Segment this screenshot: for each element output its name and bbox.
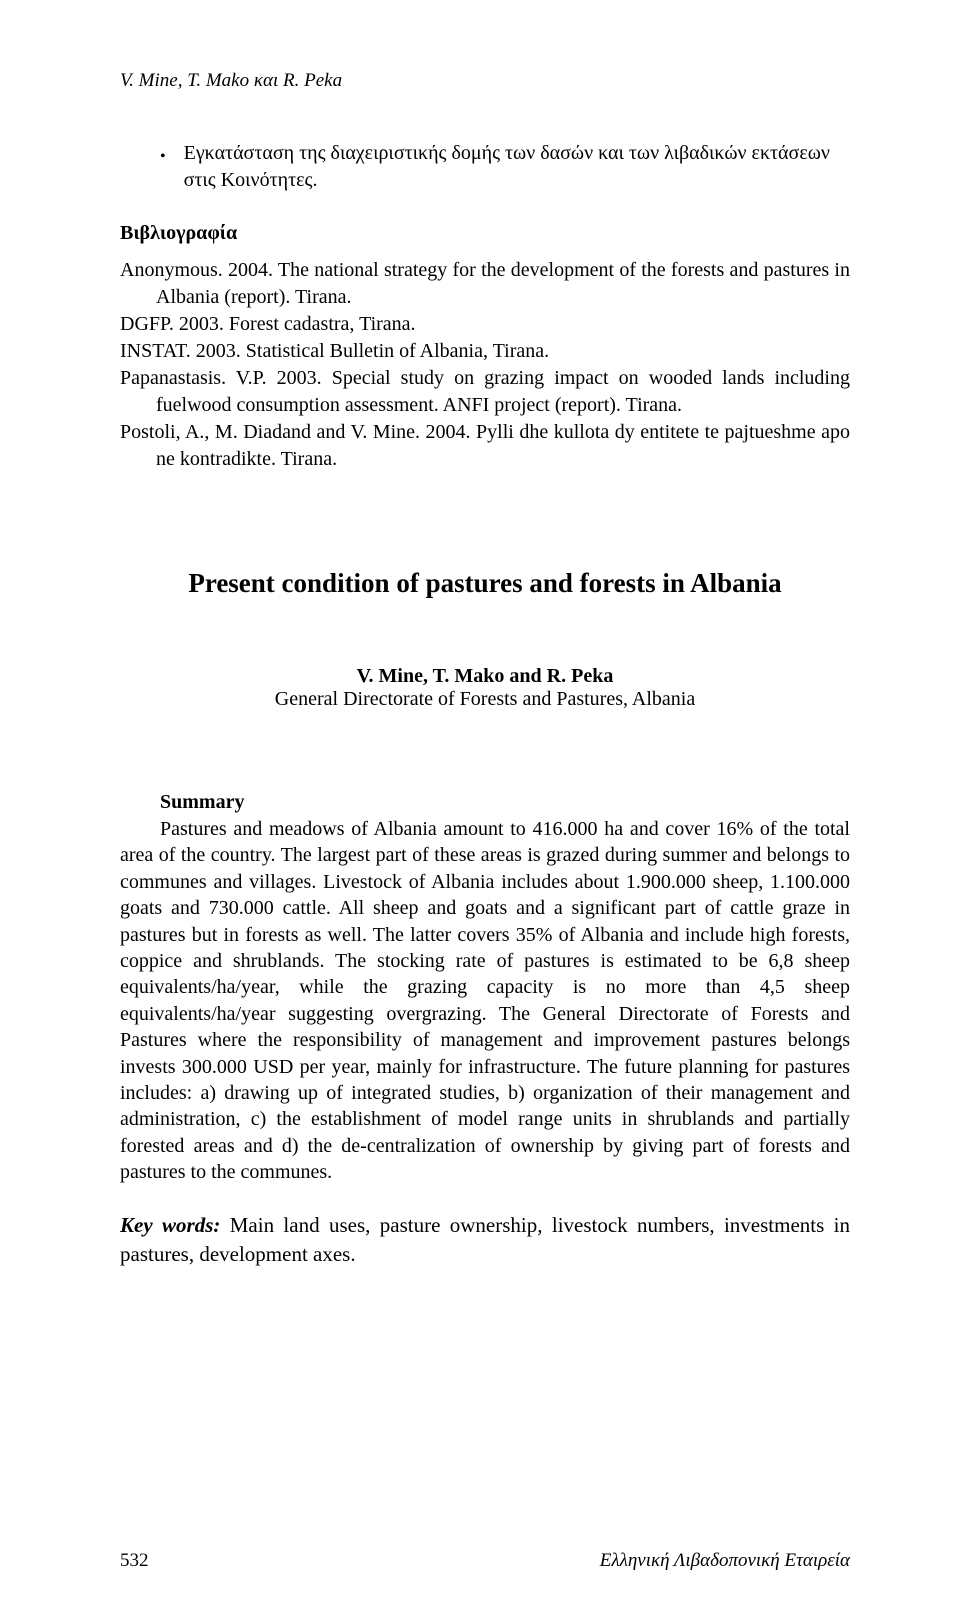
author-block: V. Mine, T. Mako and R. Peka General Dir…	[120, 665, 850, 711]
header-authors: V. Mine, T. Mako και R. Peka	[120, 70, 850, 92]
bullet-item: • Εγκατάσταση της διαχειριστικής δομής τ…	[160, 140, 850, 194]
keywords-text: Main land uses, pasture ownership, lives…	[120, 1213, 850, 1265]
summary-heading: Summary	[160, 791, 850, 814]
summary-text: Pastures and meadows of Albania amount t…	[120, 816, 850, 1185]
page-number: 532	[120, 1550, 149, 1572]
bullet-icon: •	[160, 148, 166, 166]
bibliography-body: Anonymous. 2004. The national strategy f…	[120, 257, 850, 473]
keywords-label: Key words:	[120, 1213, 220, 1237]
author-names: V. Mine, T. Mako and R. Peka	[120, 665, 850, 688]
bibliography-ref: INSTAT. 2003. Statistical Bulletin of Al…	[120, 338, 850, 365]
bullet-text: Εγκατάσταση της διαχειριστικής δομής των…	[184, 140, 850, 194]
bibliography-ref: Anonymous. 2004. The national strategy f…	[120, 257, 850, 311]
footer: 532 Ελληνική Λιβαδοπονική Εταιρεία	[120, 1550, 850, 1572]
keywords-block: Key words: Main land uses, pasture owner…	[120, 1211, 850, 1268]
footer-publisher: Ελληνική Λιβαδοπονική Εταιρεία	[600, 1550, 850, 1572]
bibliography-heading: Βιβλιογραφία	[120, 222, 850, 245]
bibliography-ref: DGFP. 2003. Forest cadastra, Tirana.	[120, 311, 850, 338]
bibliography-ref: Postoli, A., M. Diadand and V. Mine. 200…	[120, 419, 850, 473]
page-title: Present condition of pastures and forest…	[120, 568, 850, 599]
bibliography-ref: Papanastasis. V.P. 2003. Special study o…	[120, 365, 850, 419]
author-affiliation: General Directorate of Forests and Pastu…	[120, 688, 850, 711]
